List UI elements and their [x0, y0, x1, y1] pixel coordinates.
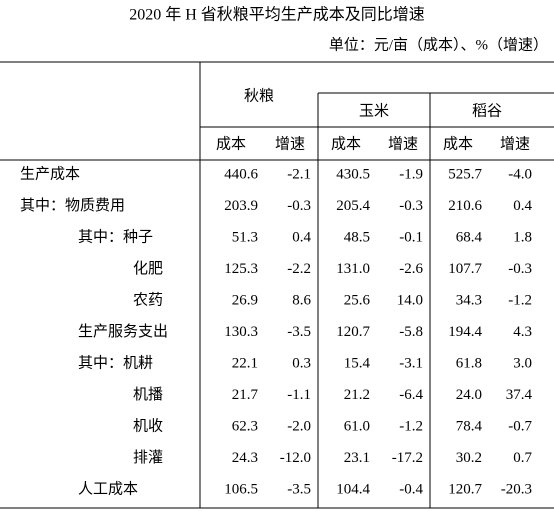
cell: 24.0 [456, 387, 482, 403]
cell: 194.4 [448, 324, 482, 340]
group-header: 玉米 [359, 102, 389, 119]
cell: 131.0 [336, 261, 370, 277]
cell: -2.0 [287, 418, 311, 434]
cell: 0.4 [292, 229, 311, 245]
cell: -0.4 [399, 481, 423, 497]
cell: 34.3 [456, 292, 482, 308]
cell: -3.5 [287, 481, 311, 497]
row-label: 生产成本 [20, 165, 80, 182]
sub-header: 增速 [500, 135, 530, 152]
cell: 21.7 [232, 387, 259, 403]
cell: 62.3 [232, 418, 258, 434]
title: 2020 年 H 省秋粮平均生产成本及同比增速 [129, 6, 425, 24]
row-label: 机播 [133, 386, 163, 403]
cell: 21.2 [344, 387, 370, 403]
cell: 37.4 [506, 387, 533, 403]
cell: 130.3 [224, 324, 258, 340]
cell: 25.6 [344, 292, 371, 308]
cell: 210.6 [448, 198, 482, 214]
cell: -0.3 [287, 198, 311, 214]
cell: 8.6 [292, 292, 311, 308]
sub-header: 增速 [388, 135, 418, 152]
cell: 440.6 [224, 166, 258, 182]
cell: 120.7 [448, 481, 482, 497]
cell: 107.7 [448, 261, 482, 277]
row-label: 生产服务支出 [78, 323, 168, 340]
cell: 106.5 [224, 481, 258, 497]
cell: 14.0 [397, 292, 423, 308]
row-label: 排灌 [133, 449, 163, 466]
cell: 205.4 [336, 198, 370, 214]
cell: -5.8 [399, 324, 423, 340]
cell: -0.7 [508, 418, 532, 434]
cell: 3.0 [513, 355, 532, 371]
cell: 15.4 [344, 355, 371, 371]
cell: 0.7 [513, 450, 532, 466]
cell: 61.8 [456, 355, 482, 371]
cell: 78.4 [456, 418, 483, 434]
cell: -17.2 [392, 450, 423, 466]
cell: 24.3 [232, 450, 258, 466]
cell: 525.7 [448, 166, 482, 182]
cell: -1.2 [399, 418, 423, 434]
row-label: 其中：种子 [78, 228, 153, 245]
cell: 48.5 [344, 229, 370, 245]
sub-header: 成本 [443, 135, 473, 152]
cell: 30.2 [456, 450, 482, 466]
unit-note: 单位：元/亩（成本）、%（增速） [329, 35, 548, 53]
cell: 120.7 [336, 324, 370, 340]
cell: 104.4 [336, 481, 370, 497]
cell: 0.3 [292, 355, 311, 371]
group-header: 稻谷 [472, 102, 502, 119]
cell: 125.3 [224, 261, 258, 277]
cell: 61.0 [344, 418, 370, 434]
cell: 26.9 [232, 292, 258, 308]
row-label: 人工成本 [78, 480, 138, 497]
sub-header: 成本 [331, 135, 361, 152]
cell: 430.5 [336, 166, 370, 182]
group-header: 秋粮 [244, 87, 274, 104]
cell: 22.1 [232, 355, 258, 371]
sub-header: 增速 [275, 135, 305, 152]
cell: 4.3 [513, 324, 532, 340]
sub-header: 成本 [216, 135, 246, 152]
cell: 68.4 [456, 229, 483, 245]
row-label: 农药 [133, 291, 163, 308]
row-label: 机收 [133, 417, 163, 434]
cell: 23.1 [344, 450, 370, 466]
cell: -0.1 [399, 229, 423, 245]
cell: -1.9 [399, 166, 423, 182]
row-label: 其中：物质费用 [20, 197, 125, 214]
cell: -0.3 [399, 198, 423, 214]
cell: -1.1 [287, 387, 311, 403]
cell: -2.6 [399, 261, 423, 277]
cell: -6.4 [399, 387, 423, 403]
cell: 51.3 [232, 229, 258, 245]
cell: 1.8 [513, 229, 532, 245]
cell: -4.0 [508, 166, 532, 182]
cell: -1.2 [508, 292, 532, 308]
cell: 0.4 [513, 198, 532, 214]
cell: -3.5 [287, 324, 311, 340]
cell: -20.3 [501, 481, 532, 497]
row-label: 其中：机耕 [78, 353, 153, 371]
row-label: 化肥 [133, 260, 163, 277]
cell: -0.3 [508, 261, 532, 277]
cell: -2.2 [287, 261, 311, 277]
cell: -2.1 [287, 166, 311, 182]
cell: -12.0 [280, 450, 311, 466]
cell: 203.9 [224, 198, 258, 214]
cell: -3.1 [399, 355, 423, 371]
